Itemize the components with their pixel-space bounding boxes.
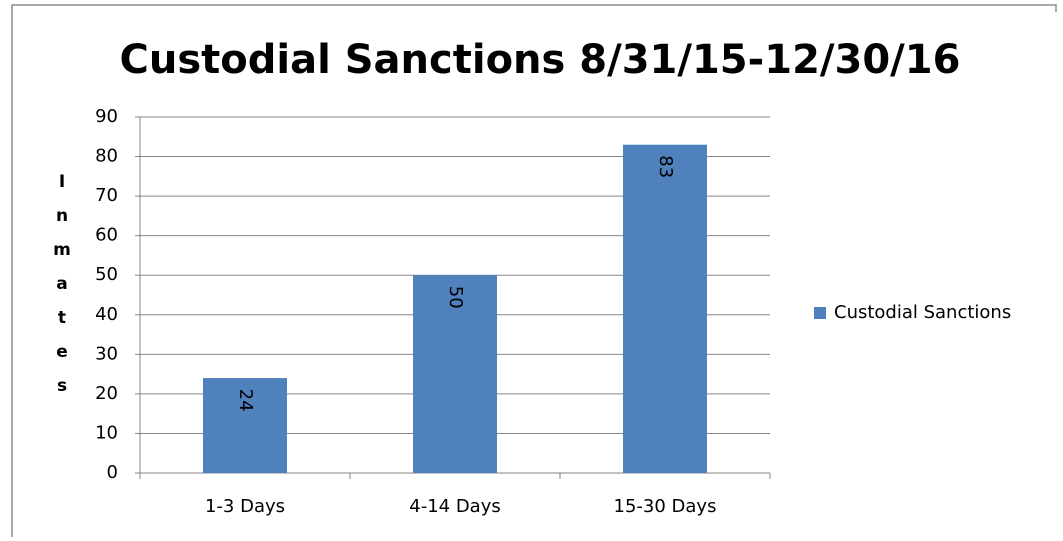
bar (413, 275, 497, 473)
legend-swatch (814, 307, 826, 319)
y-tick-label: 50 (95, 264, 118, 285)
data-label: 24 (235, 389, 256, 412)
y-axis-title: Inmates (52, 172, 72, 410)
y-tick-label: 40 (95, 304, 118, 325)
y-tick-label: 90 (95, 106, 118, 127)
legend-label: Custodial Sanctions (834, 302, 1011, 323)
y-tick-label: 60 (95, 225, 118, 246)
y-tick-label: 80 (95, 146, 118, 167)
data-label: 50 (445, 286, 466, 309)
y-tick-label: 70 (95, 185, 118, 206)
chart-title: Custodial Sanctions 8/31/15-12/30/16 (120, 37, 961, 83)
bar (203, 378, 287, 473)
x-tick-label: 1-3 Days (205, 496, 285, 517)
x-tick-label: 15-30 Days (614, 496, 717, 517)
data-label: 83 (655, 155, 676, 178)
y-tick-label: 30 (95, 343, 118, 364)
chart-border (11, 4, 1057, 537)
x-tick-label: 4-14 Days (409, 496, 501, 517)
bar (623, 144, 707, 473)
y-tick-label: 0 (107, 462, 118, 483)
y-tick-label: 20 (95, 383, 118, 404)
y-tick-label: 10 (95, 422, 118, 443)
